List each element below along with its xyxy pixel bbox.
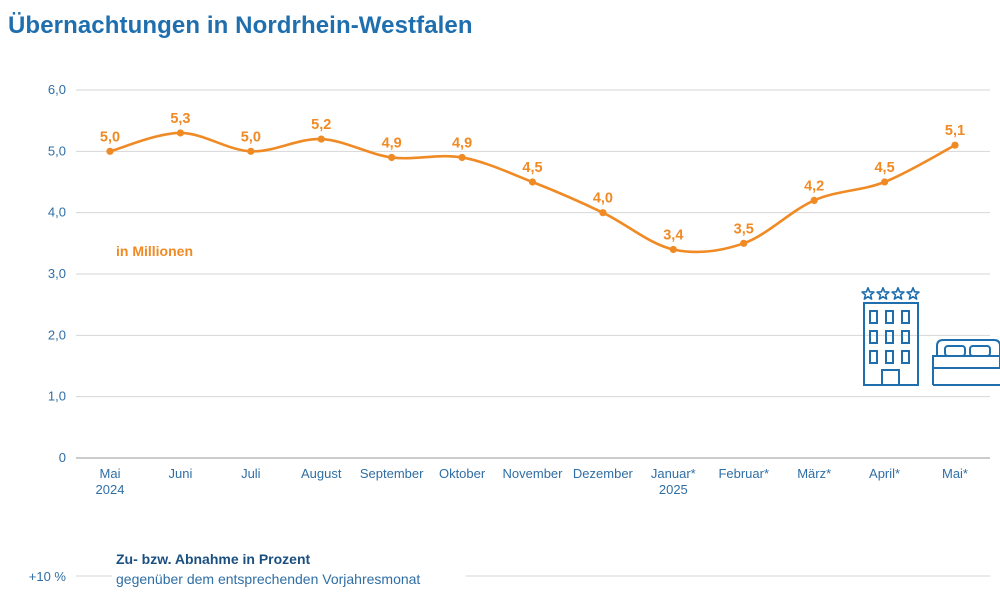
x-tick-label: Dezember [573,466,634,481]
star-icon [906,287,920,300]
hotel-building-icon [863,302,919,386]
data-label: 5,0 [241,129,261,145]
x-tick-label: November [503,466,564,481]
grid-lines [76,89,990,459]
data-label: 5,2 [311,117,331,133]
data-label: 4,9 [452,135,472,151]
data-point [880,178,889,186]
data-label: 4,0 [593,191,613,207]
data-point [528,178,537,186]
y-tick-label: 5,0 [48,143,66,158]
x-tick-label: September [360,466,424,481]
star-icon [876,287,890,300]
data-label: 4,2 [804,178,824,194]
x-tick-label: Mai* [942,466,968,481]
y-tick-label: 3,0 [48,266,66,281]
x-tick-label: April* [869,466,900,481]
star-icon [861,287,875,300]
data-label: 5,0 [100,129,120,145]
x-tick-year-label: 2024 [96,482,125,497]
data-label: 4,9 [382,135,402,151]
data-point [388,153,396,162]
page-title: Übernachtungen in Nordrhein-Westfalen [8,12,473,39]
y-axis-ticks: 0 1,0 2,0 3,0 4,0 5,0 6,0 [48,82,66,465]
series-line [108,131,957,254]
data-point [176,129,185,137]
unit-label: in Millionen [116,243,193,259]
data-label: 4,5 [522,160,542,176]
secondary-chart-subtitle: gegenüber dem entsprechenden Vorjahresmo… [116,571,420,587]
x-tick-label: Juni [168,466,192,481]
x-tick-label: Juli [241,466,261,481]
data-label: 3,4 [663,227,683,243]
x-tick-label: März* [797,466,831,481]
x-tick-label: August [301,466,342,481]
y-tick-label: 6,0 [48,82,66,97]
y-tick-label: 2,0 [48,327,66,342]
data-label: 5,1 [945,123,965,139]
x-tick-label: Februar* [718,466,769,481]
secondary-y-tick: +10 % [29,569,67,584]
data-labels: 5,0 5,3 5,0 5,2 4,9 4,9 4,5 4,0 3,4 3,5 4,2 4,5 5,1 [100,111,965,244]
y-tick-label: 1,0 [48,389,66,404]
data-point [740,239,748,247]
data-label: 3,5 [734,221,754,237]
secondary-chart-title: Zu- bzw. Abnahme in Prozent [116,551,311,567]
x-tick-label: Mai [100,466,121,481]
y-tick-label: 0 [59,450,66,465]
data-point [247,147,255,155]
data-point [599,209,607,217]
data-point [458,153,466,162]
x-tick-year-label: 2025 [659,482,688,497]
star-icon [891,287,905,300]
y-tick-label: 4,0 [48,205,66,220]
data-point [951,141,959,149]
bed-icon [932,339,1000,386]
data-points [106,129,959,254]
data-point [669,245,677,254]
data-label: 5,3 [170,111,190,127]
data-point [317,135,325,143]
data-label: 4,5 [874,160,894,176]
data-point [810,196,818,204]
x-tick-label: Oktober [439,466,486,481]
data-point [106,147,114,155]
four-stars-icon [861,287,920,300]
x-tick-label: Januar* [651,466,696,481]
